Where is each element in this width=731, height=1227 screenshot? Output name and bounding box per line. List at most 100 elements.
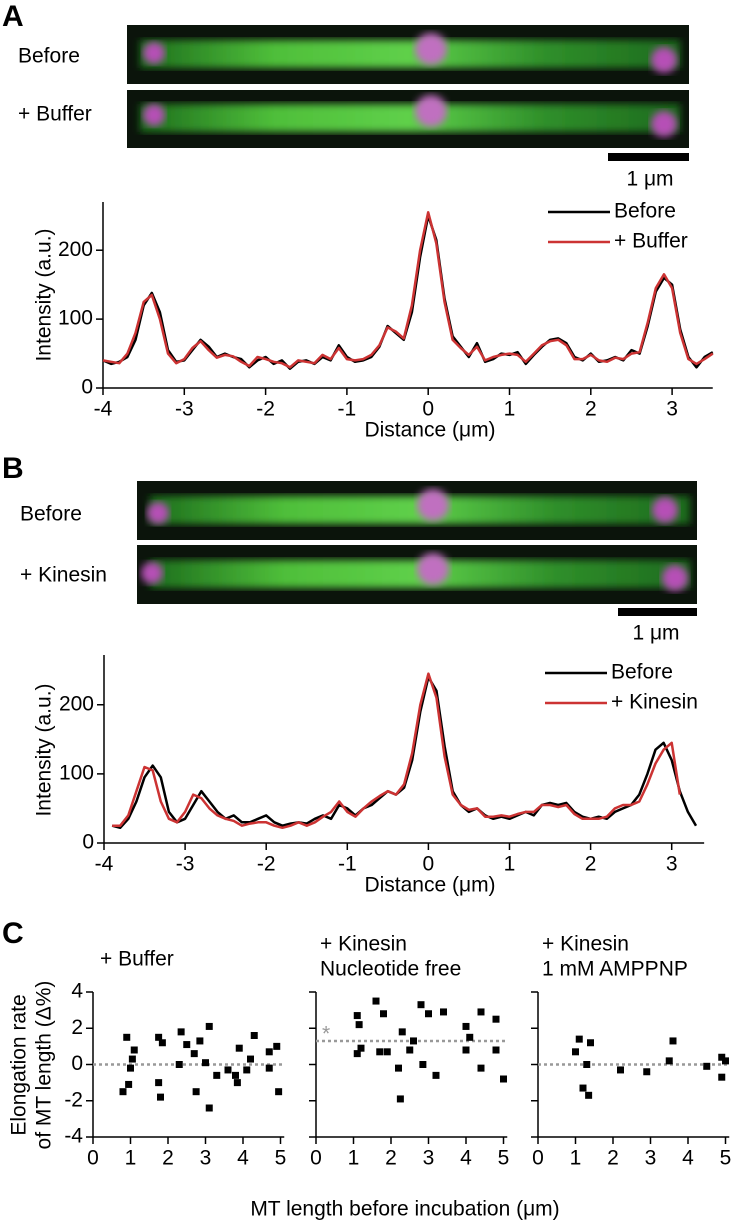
chart-title: + Kinesin [320, 933, 407, 956]
legend-label: + Kinesin [611, 691, 698, 714]
point [425, 1010, 432, 1018]
x-tick-label: 0 [532, 1147, 544, 1170]
x-tick-label: 2 [162, 1147, 174, 1170]
point [130, 1046, 138, 1054]
x-tick-label: 3 [666, 398, 678, 421]
scale-bar-label: 1 μm [626, 168, 673, 191]
point [205, 1022, 213, 1030]
x-tick-label: -4 [95, 853, 114, 876]
x-tick-label: 3 [666, 853, 678, 876]
point [202, 1059, 209, 1067]
x-tick-label: -1 [338, 398, 357, 421]
point [190, 1050, 198, 1058]
point [128, 1055, 136, 1063]
point [355, 1021, 363, 1029]
x-tick-label: -3 [176, 853, 195, 876]
x-axis-label: Distance (μm) [364, 419, 495, 442]
point [250, 1032, 258, 1039]
point [380, 1010, 387, 1018]
image-strips-a: Before + Buffer 1 μm [18, 25, 689, 191]
x-tick-label: 5 [275, 1147, 287, 1170]
point [157, 1093, 164, 1101]
point [703, 1062, 711, 1070]
y-tick-label: 4 [71, 980, 83, 1003]
point [432, 1071, 440, 1079]
y-axis-label: Intensity (a.u.) [33, 683, 56, 816]
image-strips-b: Before + Kinesin 1 μm [20, 481, 697, 645]
x-tick-label: 0 [310, 1147, 322, 1170]
point [155, 1033, 163, 1041]
point [196, 1037, 204, 1045]
line-series [112, 672, 682, 830]
x-tick-label: 1 [504, 853, 516, 876]
point [500, 1075, 507, 1083]
point [175, 1061, 183, 1068]
point [376, 1048, 384, 1056]
y-axis-label: Elongation rate [8, 994, 31, 1135]
point [224, 1066, 232, 1074]
point [462, 1046, 470, 1054]
c-y-label: Elongation rate of MT length (Δ%) [8, 981, 56, 1150]
y-axis-label: of MT length (Δ%) [33, 981, 56, 1150]
point [477, 1064, 485, 1072]
legend-label: + Buffer [614, 230, 688, 253]
point [235, 1044, 243, 1052]
y-tick-label: 200 [59, 692, 94, 715]
point [155, 1079, 163, 1087]
x-tick-label: 3 [200, 1147, 212, 1170]
point [192, 1088, 200, 1096]
x-tick-label: 4 [682, 1147, 694, 1170]
x-tick-label: 4 [237, 1147, 249, 1170]
point [477, 1008, 485, 1016]
point [353, 1012, 361, 1020]
x-tick-label: -2 [257, 853, 276, 876]
line-series [102, 211, 714, 369]
point [579, 1084, 587, 1092]
point [722, 1057, 729, 1065]
panel-label: A [2, 0, 24, 33]
point [419, 1061, 427, 1068]
chart-title: + Kinesin [542, 933, 629, 956]
y-tick-label: 0 [81, 376, 93, 399]
x-tick-label: 2 [585, 853, 597, 876]
panel-label: C [2, 917, 24, 950]
x-tick-label: 1 [570, 1147, 582, 1170]
point [587, 1039, 594, 1047]
y-tick-label: -2 [64, 1088, 83, 1111]
x-tick-label: 0 [423, 853, 435, 876]
point [243, 1066, 251, 1074]
point [357, 1044, 365, 1052]
point [232, 1071, 239, 1079]
annotation: * [322, 1022, 330, 1045]
point [617, 1066, 624, 1074]
point [119, 1088, 127, 1096]
strip-label: Before [18, 45, 80, 68]
legend-label: Before [611, 661, 673, 684]
point [398, 1028, 406, 1036]
point [265, 1048, 273, 1056]
chart-title: 1 mM AMPPNP [542, 958, 688, 981]
legend-label: Before [614, 200, 676, 223]
x-tick-label: 0 [422, 398, 434, 421]
x-tick-label: -4 [94, 398, 113, 421]
x-tick-label: -3 [175, 398, 194, 421]
x-axis-label: MT length before incubation (μm) [250, 1198, 559, 1221]
x-tick-label: 5 [720, 1147, 731, 1170]
point [585, 1091, 593, 1099]
y-tick-label: 0 [71, 1052, 83, 1075]
point [492, 1046, 500, 1054]
point [406, 1046, 414, 1054]
point [127, 1064, 134, 1072]
point [177, 1028, 185, 1036]
point [492, 1015, 500, 1023]
strip-label: + Kinesin [20, 564, 107, 587]
point [440, 1008, 447, 1016]
point [123, 1033, 131, 1041]
point [213, 1071, 221, 1079]
scale-bar-label: 1 μm [632, 622, 679, 645]
x-tick-label: 5 [498, 1147, 510, 1170]
x-tick-label: 2 [385, 1147, 397, 1170]
point [462, 1022, 470, 1030]
point [410, 1037, 417, 1045]
